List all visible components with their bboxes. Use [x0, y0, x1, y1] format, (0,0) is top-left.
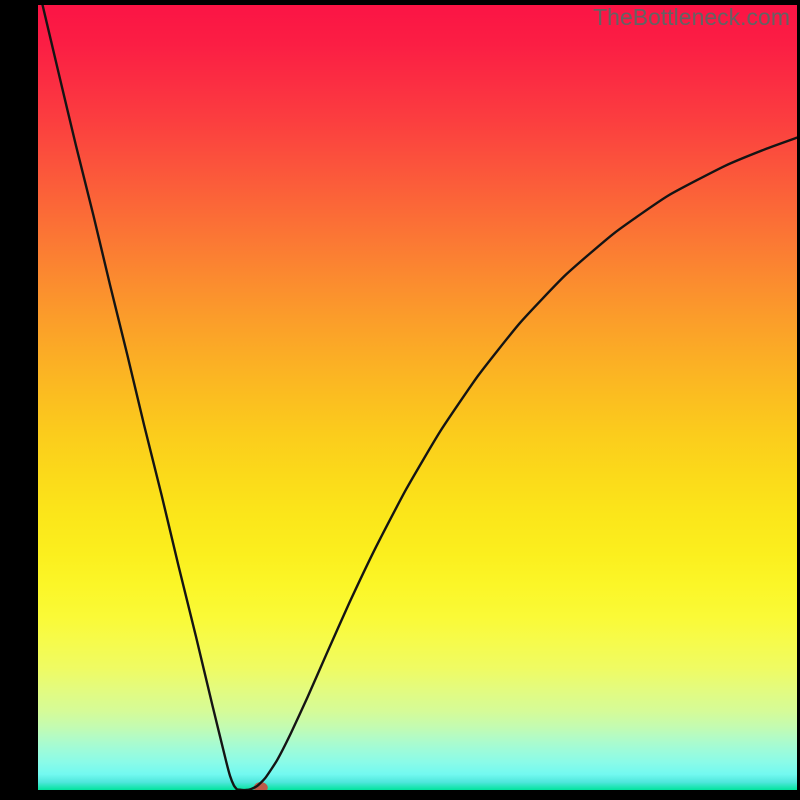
bottleneck-chart: TheBottleneck.com: [0, 0, 800, 800]
chart-svg: [0, 0, 800, 800]
plot-background: [38, 5, 797, 790]
